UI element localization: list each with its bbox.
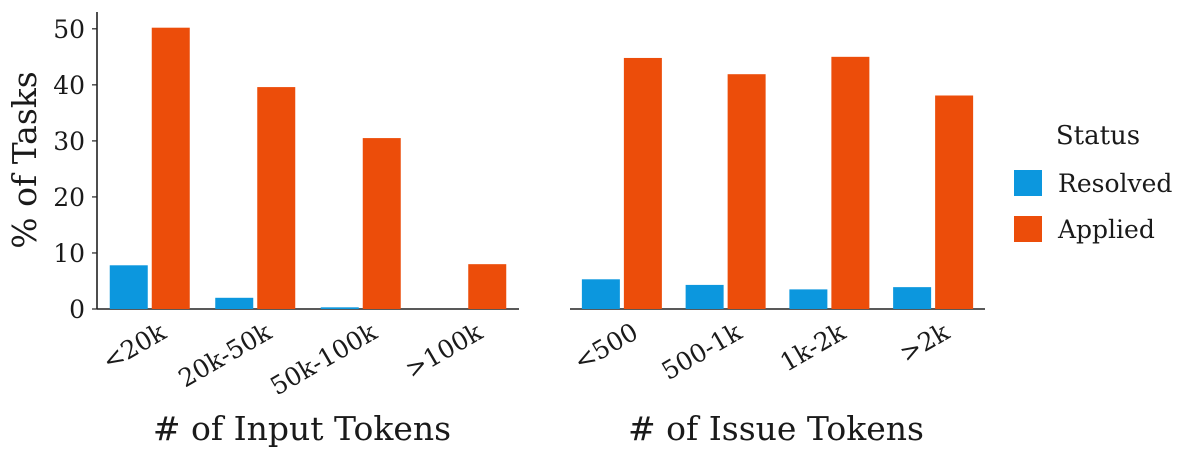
bar-resolved-2 xyxy=(789,289,828,309)
bar-resolved-1 xyxy=(215,297,254,309)
issue-tokens-panel: <500 500-1k 1k-2k >2k # of Issue Tokens xyxy=(569,56,985,448)
bar-resolved-2 xyxy=(320,307,359,309)
y-axis-title: % of Tasks xyxy=(5,71,44,248)
bar-applied-3 xyxy=(468,264,507,309)
x-tick-label: 20k-50k xyxy=(173,317,277,394)
y-tick-label: 20 xyxy=(53,183,85,212)
bar-applied-0 xyxy=(623,57,662,309)
bar-applied-1 xyxy=(257,87,296,309)
bar-applied-3 xyxy=(935,95,974,310)
y-tick-label: 0 xyxy=(69,295,85,324)
x-axis-title: # of Issue Tokens xyxy=(628,409,924,448)
x-tick-label: >2k xyxy=(895,317,955,369)
x-tick-label: 500-1k xyxy=(657,317,748,386)
y-tick-label: 40 xyxy=(53,71,85,100)
legend-label-applied: Applied xyxy=(1057,215,1155,244)
legend: Status Resolved Applied xyxy=(1014,121,1172,244)
x-tick-label: <500 xyxy=(569,317,643,376)
x-tick-label: <20k xyxy=(97,317,171,376)
legend-swatch-applied xyxy=(1014,216,1042,242)
y-tick-label: 50 xyxy=(53,15,85,44)
x-tick-label: 1k-2k xyxy=(775,317,851,378)
x-axis-title: # of Input Tokens xyxy=(153,409,451,448)
bar-applied-1 xyxy=(727,74,766,309)
bar-resolved-1 xyxy=(685,284,724,309)
x-tick-label: >100k xyxy=(400,317,488,384)
legend-swatch-resolved xyxy=(1014,170,1042,196)
bar-resolved-0 xyxy=(581,279,620,309)
x-tick-label: 50k-100k xyxy=(265,317,382,401)
bar-applied-2 xyxy=(362,138,401,309)
y-tick-label: 30 xyxy=(53,127,85,156)
bar-applied-2 xyxy=(831,56,870,310)
bar-applied-0 xyxy=(151,27,190,310)
bar-resolved-3 xyxy=(893,287,932,309)
y-tick-label: 10 xyxy=(53,239,85,268)
legend-label-resolved: Resolved xyxy=(1058,169,1172,198)
bar-resolved-0 xyxy=(109,265,148,309)
legend-title: Status xyxy=(1056,121,1140,151)
